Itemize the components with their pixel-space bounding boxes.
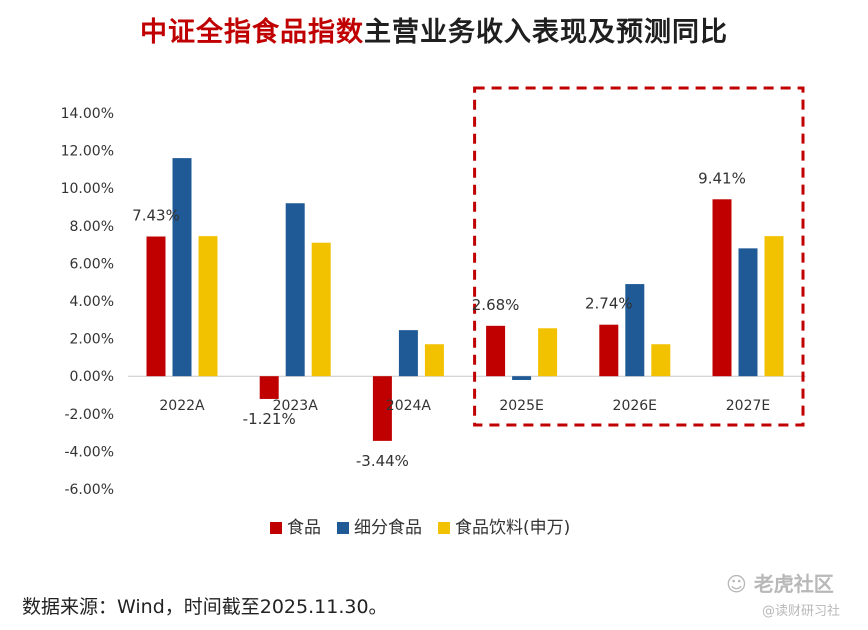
title-highlight: 中证全指食品指数 bbox=[140, 17, 364, 48]
x-tick-label: 2027E bbox=[726, 398, 770, 414]
x-tick-label: 2026E bbox=[613, 398, 657, 414]
bar-2022a-series-2 bbox=[198, 236, 218, 377]
legend-swatch-2 bbox=[438, 522, 450, 534]
title-rest: 主营业务收入表现及预测同比 bbox=[364, 17, 728, 48]
data-label: 9.41% bbox=[698, 169, 746, 187]
forecast-highlight-box bbox=[473, 86, 805, 427]
legend-label-0: 食品 bbox=[287, 518, 321, 538]
data-label: 2.74% bbox=[585, 295, 633, 313]
data-label: -1.21% bbox=[243, 410, 296, 428]
chart-title: 中证全指食品指数主营业务收入表现及预测同比 bbox=[0, 10, 868, 49]
watermark-logo-icon: ☺ bbox=[726, 572, 754, 596]
bar-2026e-series-2 bbox=[651, 344, 671, 377]
bar-2023a-series-0 bbox=[259, 376, 279, 399]
y-tick-label: -6.00% bbox=[64, 482, 114, 498]
bar-2027e-series-1 bbox=[738, 248, 758, 377]
y-tick-label: 6.00% bbox=[70, 256, 114, 272]
bar-2027e-series-2 bbox=[764, 236, 784, 377]
bar-2023a-series-2 bbox=[311, 242, 331, 377]
legend-swatch-0 bbox=[270, 522, 282, 534]
x-tick-label: 2025E bbox=[499, 398, 543, 414]
y-tick-label: 0.00% bbox=[70, 369, 114, 385]
bar-2023a-series-1 bbox=[285, 203, 305, 377]
legend-label-2: 食品饮料(申万) bbox=[455, 518, 570, 538]
watermark-logo-text: 老虎社区 bbox=[753, 572, 834, 596]
bar-2025e-series-2 bbox=[538, 328, 558, 377]
bar-2025e-series-0 bbox=[486, 325, 506, 377]
bar-2025e-series-1 bbox=[512, 376, 532, 380]
source-note: 数据来源：Wind，时间截至2025.11.30。 bbox=[22, 596, 388, 618]
watermark-logo: ☺ 老虎社区 bbox=[726, 568, 834, 597]
y-tick-label: -4.00% bbox=[64, 444, 114, 460]
legend-label-1: 细分食品 bbox=[354, 518, 422, 538]
y-tick-label: 4.00% bbox=[70, 294, 114, 310]
y-tick-label: 10.00% bbox=[61, 181, 114, 197]
data-label: 7.43% bbox=[132, 207, 180, 225]
x-tick-label: 2023A bbox=[273, 398, 319, 414]
y-tick-label: 2.00% bbox=[70, 332, 114, 348]
y-tick-label: 8.00% bbox=[70, 219, 114, 235]
legend-swatch-1 bbox=[337, 522, 349, 534]
bar-2024a-series-0 bbox=[372, 376, 392, 441]
bar-2026e-series-0 bbox=[599, 324, 619, 377]
y-tick-label: 14.00% bbox=[61, 106, 114, 122]
bar-2022a-series-1 bbox=[172, 158, 192, 377]
bar-2024a-series-1 bbox=[398, 330, 418, 377]
x-tick-label: 2024A bbox=[386, 398, 432, 414]
data-label: 2.68% bbox=[472, 296, 520, 314]
bar-2027e-series-0 bbox=[712, 199, 732, 377]
bar-2024a-series-2 bbox=[424, 344, 444, 377]
watermark-sub: @读财研习社 bbox=[762, 604, 841, 619]
data-label: -3.44% bbox=[356, 452, 409, 470]
y-tick-label: -2.00% bbox=[64, 407, 114, 423]
y-tick-label: 12.00% bbox=[61, 144, 114, 160]
bar-2022a-series-0 bbox=[146, 236, 166, 377]
bar-2026e-series-1 bbox=[625, 284, 645, 377]
x-tick-label: 2022A bbox=[159, 398, 205, 414]
